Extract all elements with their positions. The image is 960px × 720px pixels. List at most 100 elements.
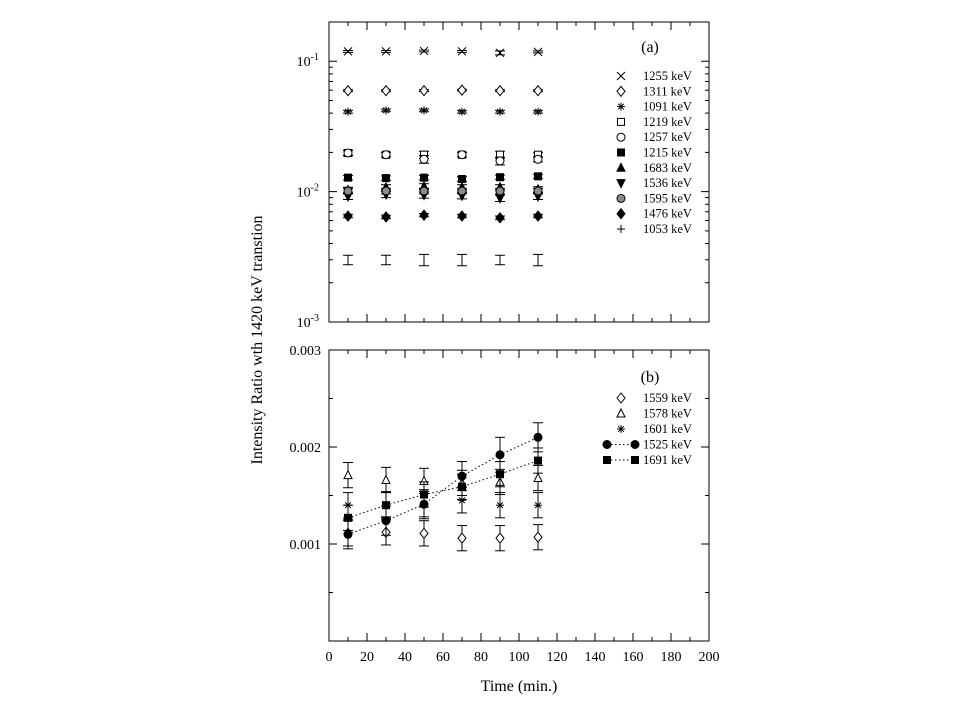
error-bar: [533, 253, 543, 267]
x-tick-label: 40: [398, 650, 412, 665]
legend-entry: 1595 keV: [616, 191, 692, 205]
legend-marker: [631, 456, 639, 464]
series-4: [343, 148, 543, 166]
legend-entry: 1601 keV: [617, 422, 692, 436]
data-point: [533, 472, 543, 483]
series-5: [343, 172, 543, 183]
series-3: [343, 148, 543, 159]
error-bar: [457, 253, 467, 267]
data-point: [533, 186, 543, 196]
data-point: [419, 527, 429, 540]
legend-label: 1091 keV: [643, 100, 692, 114]
data-point: [458, 107, 466, 116]
data-point: [381, 474, 391, 484]
series-7: [343, 190, 543, 204]
series-6: [343, 180, 543, 194]
legend-marker: [616, 71, 626, 81]
data-point: [381, 186, 391, 196]
error-bar: [495, 254, 505, 266]
data-point: [495, 156, 505, 166]
data-point: [420, 106, 428, 115]
y-tick-label: 10-2: [297, 183, 319, 201]
legend-marker: [616, 193, 626, 203]
data-point: [533, 531, 543, 544]
legend-marker: [617, 225, 625, 233]
x-tick-label: 180: [661, 650, 682, 665]
legend-marker: [616, 407, 626, 418]
legend-label: 1601 keV: [643, 422, 692, 436]
series-line: [347, 460, 539, 519]
legend-marker: [617, 117, 625, 126]
data-point: [343, 84, 353, 97]
series-2: [343, 106, 543, 116]
legend-entry: 1525 keV: [602, 438, 692, 452]
x-tick-label: 20: [360, 650, 374, 665]
data-point: [495, 450, 505, 460]
legend-marker: [616, 132, 626, 142]
data-point: [495, 84, 505, 97]
x-tick-label: 140: [585, 650, 606, 665]
legend-entry: 1559 keV: [616, 391, 692, 405]
data-point: [534, 456, 542, 465]
series-0: [343, 46, 543, 58]
series-9: [343, 209, 543, 224]
data-point: [381, 84, 391, 97]
data-point: [419, 186, 429, 196]
data-point: [381, 47, 391, 56]
legend-marker: [630, 440, 640, 449]
data-point: [457, 186, 467, 196]
data-point: [533, 47, 543, 57]
legend-label: 1219 keV: [643, 115, 692, 129]
data-point: [495, 48, 505, 58]
data-point: [533, 432, 543, 442]
legend-entry: 1257 keV: [616, 130, 692, 144]
legend-marker: [602, 440, 612, 449]
data-point: [343, 529, 353, 539]
data-point: [457, 47, 467, 56]
data-point: [419, 46, 429, 56]
legend-entry: 1219 keV: [617, 115, 692, 129]
data-point: [534, 172, 542, 181]
data-point: [420, 173, 428, 182]
legend-marker: [616, 207, 626, 220]
legend-entry: 1536 keV: [616, 176, 692, 190]
legend-marker: [603, 456, 611, 464]
x-tick-label: 0: [326, 650, 333, 665]
series-10: [343, 253, 543, 267]
data-point: [534, 107, 542, 116]
series-3: [343, 422, 543, 550]
data-point: [495, 186, 505, 196]
data-point: [419, 84, 429, 97]
data-point: [495, 532, 505, 544]
series-2: [343, 487, 543, 519]
y-tick-label: 10-1: [297, 52, 319, 70]
data-point: [496, 501, 504, 510]
legend-marker: [617, 148, 625, 157]
error-bar: [343, 254, 353, 266]
data-point: [457, 210, 467, 222]
legend-label: 1559 keV: [643, 391, 692, 405]
y-axis-label: Intensity Ratio wth 1420 keV transtion: [249, 215, 266, 464]
series-4: [343, 447, 543, 531]
data-point: [457, 532, 467, 544]
legend-label: 1257 keV: [643, 130, 692, 144]
data-point: [419, 209, 429, 221]
data-point: [343, 210, 353, 222]
data-point: [533, 210, 543, 222]
data-point: [344, 107, 352, 116]
data-point: [343, 186, 353, 196]
series-line: [347, 436, 539, 535]
legend-entry: 1683 keV: [616, 161, 692, 175]
legend-label: 1255 keV: [643, 69, 692, 83]
legend-label: 1683 keV: [643, 161, 692, 175]
panel-label: (a): [641, 39, 659, 56]
x-tick-label: 100: [509, 650, 530, 665]
legend-label: 1578 keV: [643, 407, 692, 421]
data-point: [343, 469, 353, 480]
legend-label: 1053 keV: [643, 222, 692, 236]
data-point: [533, 84, 543, 97]
legend-marker: [616, 179, 626, 189]
panel-b: 0 20 40 60 80 100 120 140 160 180 200 0.001 0.002 0.0…: [290, 344, 720, 665]
error-bar: [419, 253, 429, 267]
